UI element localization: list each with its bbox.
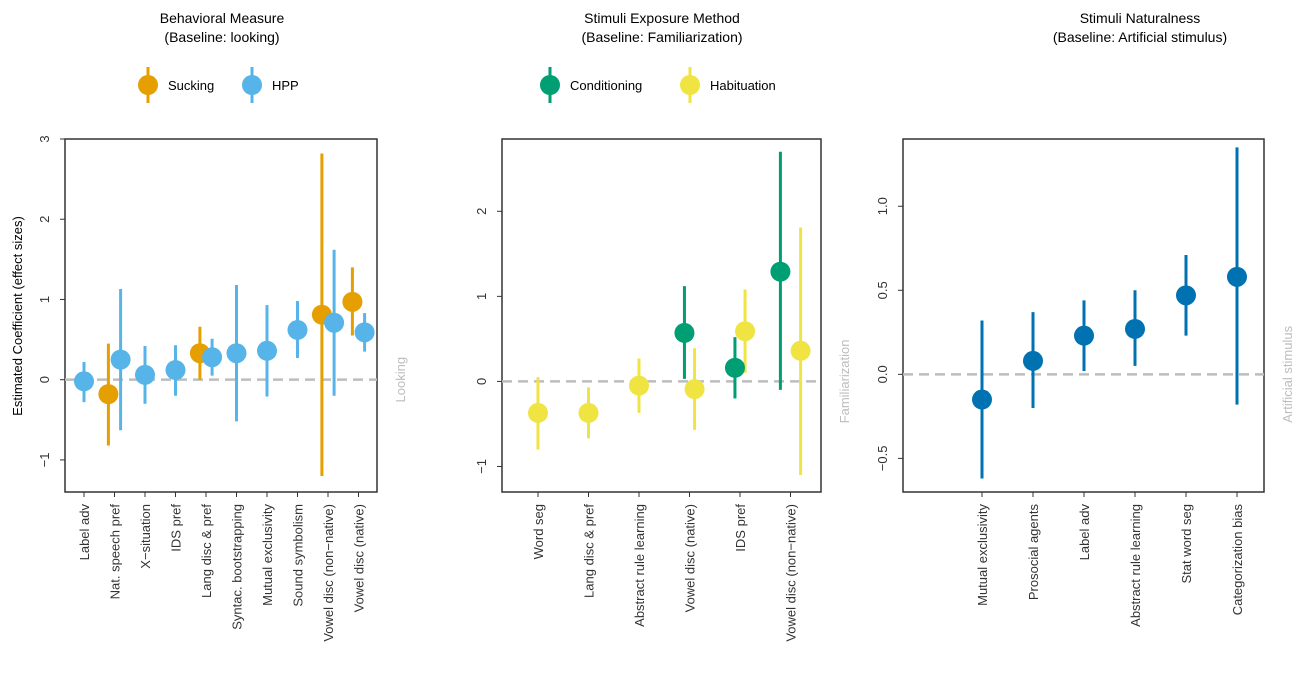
- panel-3: Stimuli Naturalness (Baseline: Artificial…: [875, 10, 1295, 627]
- data-point: [165, 360, 186, 381]
- data-point: [1023, 350, 1043, 371]
- chart-panels: Behavioral Measure (Baseline: looking) Suc…: [37, 10, 1295, 642]
- x-tick-label: X−situation: [138, 504, 153, 569]
- x-tick-label: Vowel disc (native): [683, 504, 698, 612]
- x-tick-label: Label adv: [1077, 504, 1092, 561]
- y-tick-label: 1: [474, 293, 489, 300]
- data-point: [74, 371, 94, 392]
- legend-label: HPP: [272, 78, 299, 93]
- y-tick-label: 0: [37, 376, 52, 383]
- x-tick-label: Abstract rule learning: [632, 504, 647, 627]
- panel-title: Behavioral Measure: [160, 10, 285, 26]
- x-tick-label: IDS pref: [169, 504, 184, 552]
- x-tick-label: Abstract rule learning: [1128, 504, 1143, 627]
- y-tick-label: 0: [474, 378, 489, 385]
- baseline-label: Familiarization: [837, 340, 852, 424]
- data-point: [674, 322, 695, 343]
- panel-title: Stimuli Exposure Method: [584, 10, 740, 26]
- data-point: [790, 340, 811, 361]
- y-tick-label: −1: [474, 459, 489, 474]
- baseline-label: Artificial stimulus: [1280, 325, 1295, 422]
- y-tick-label: 0.5: [875, 281, 890, 299]
- panel-subtitle: (Baseline: Familiarization): [581, 29, 742, 45]
- x-tick-label: Sound symbolism: [291, 504, 306, 607]
- data-point: [324, 312, 345, 333]
- legend-label: Sucking: [168, 78, 214, 93]
- data-point: [98, 384, 119, 405]
- x-tick-label: Lang disc & pref: [199, 504, 214, 598]
- data-point: [287, 319, 308, 340]
- y-tick-label: 0.0: [875, 365, 890, 383]
- y-tick-label: 2: [37, 216, 52, 223]
- legend-key-dot: [680, 75, 700, 95]
- data-point: [202, 347, 223, 368]
- legend-label: Habituation: [710, 78, 776, 93]
- data-point: [578, 402, 599, 423]
- x-tick-label: Stat word seg: [1179, 504, 1194, 584]
- data-point: [972, 389, 992, 410]
- y-tick-label: −0.5: [875, 446, 890, 472]
- data-point: [629, 375, 649, 396]
- x-tick-label: Lang disc & pref: [582, 504, 597, 598]
- legend-item: Sucking: [138, 67, 214, 103]
- x-tick-label: Nat. speech pref: [108, 504, 123, 600]
- y-tick-label: 1: [37, 296, 52, 303]
- x-tick-label: Mutual exclusivity: [975, 504, 990, 606]
- plot-frame: [64, 138, 378, 493]
- x-tick-label: IDS pref: [733, 504, 748, 552]
- data-point: [1227, 266, 1247, 287]
- legend-label: Conditioning: [570, 78, 642, 93]
- x-tick-label: Vowel disc (native): [352, 504, 367, 612]
- data-point: [770, 261, 791, 282]
- legend-key-dot: [138, 75, 158, 95]
- legend-item: Habituation: [680, 67, 776, 103]
- y-tick-label: 1.0: [875, 197, 890, 215]
- x-tick-label: Mutual exclusivity: [260, 504, 275, 606]
- x-tick-label: Label adv: [77, 504, 92, 561]
- x-tick-label: Vowel disc (non−native): [321, 504, 336, 642]
- data-point: [226, 343, 247, 364]
- y-tick-label: 2: [474, 208, 489, 215]
- data-point: [528, 402, 548, 423]
- legend-key-dot: [540, 75, 560, 95]
- y-tick-label: −1: [37, 452, 52, 467]
- legend-item: Conditioning: [540, 67, 642, 103]
- baseline-label: Looking: [393, 357, 408, 403]
- data-point: [1176, 285, 1196, 306]
- x-tick-label: Syntac. bootstrapping: [230, 504, 245, 630]
- plot-frame: [501, 138, 822, 493]
- data-point: [724, 357, 745, 378]
- data-point: [354, 322, 375, 343]
- panel-title: Stimuli Naturalness: [1080, 10, 1201, 26]
- data-point: [1125, 318, 1145, 339]
- legend-key-dot: [242, 75, 262, 95]
- data-point: [684, 379, 705, 400]
- panel-subtitle: (Baseline: Artificial stimulus): [1053, 29, 1227, 45]
- x-tick-label: Word seg: [531, 504, 546, 559]
- x-tick-label: Vowel disc (non−native): [784, 504, 799, 642]
- y-axis-label: Estimated Coefficient (effect sizes): [10, 216, 25, 416]
- x-tick-label: Categorization bias: [1230, 504, 1245, 616]
- data-point: [135, 364, 155, 385]
- data-point: [1074, 325, 1094, 346]
- x-tick-label: Prosocial agents: [1026, 504, 1041, 601]
- panel-subtitle: (Baseline: looking): [164, 29, 279, 45]
- panel-1: Behavioral Measure (Baseline: looking) Suc…: [37, 10, 408, 642]
- data-point: [257, 340, 277, 361]
- y-tick-label: 3: [37, 135, 52, 142]
- data-point: [110, 349, 131, 370]
- data-point: [342, 291, 363, 312]
- panel-2: Stimuli Exposure Method (Baseline: Famili…: [474, 10, 852, 642]
- legend-item: HPP: [242, 67, 299, 103]
- data-point: [735, 321, 756, 342]
